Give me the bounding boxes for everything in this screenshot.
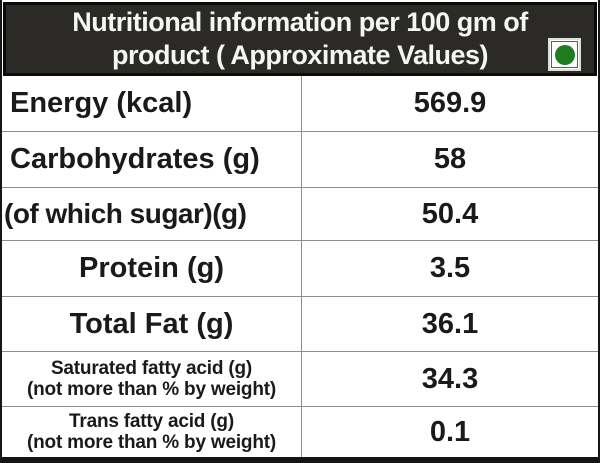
- row-value: 36.1: [421, 307, 479, 340]
- table-row: Total Fat (g) 36.1: [2, 297, 598, 352]
- veg-mark-square: [551, 41, 578, 68]
- row-label-text: Trans fatty acid (g): [69, 411, 234, 432]
- row-label-text: Saturated fatty acid (g): [50, 358, 253, 379]
- veg-green-dot-icon: [554, 44, 575, 65]
- row-label-text: (of which sugar)(g): [4, 198, 247, 230]
- row-value: 50.4: [421, 197, 479, 230]
- row-value: 0.1: [429, 415, 471, 448]
- row-value: 34.3: [421, 362, 479, 395]
- row-label: Trans fatty acid (g) (not more than % by …: [2, 407, 302, 457]
- row-label-subtext: (not more than % by weight): [27, 432, 276, 453]
- row-label: Saturated fatty acid (g) (not more than %…: [2, 352, 302, 406]
- row-label: Protein (g): [2, 241, 302, 296]
- table-row: (of which sugar)(g) 50.4: [2, 188, 598, 241]
- row-value: 58: [433, 143, 467, 175]
- table-row: Saturated fatty acid (g) (not more than %…: [2, 352, 598, 407]
- row-value: 569.9: [413, 87, 487, 119]
- header-title-line2: product ( Approximate Values): [111, 40, 489, 70]
- veg-mark-icon: [548, 38, 581, 71]
- table-row: Energy (kcal) 569.9: [2, 76, 598, 132]
- row-label-text: Energy (kcal): [10, 87, 193, 120]
- row-label-text: Total Fat (g): [69, 307, 234, 340]
- row-label-text: Protein (g): [79, 252, 224, 285]
- table-row: Protein (g) 3.5: [2, 241, 598, 297]
- row-label: Energy (kcal): [2, 76, 302, 131]
- row-label: (of which sugar)(g): [2, 188, 302, 240]
- table-row: Trans fatty acid (g) (not more than % by …: [2, 407, 598, 457]
- row-label: Total Fat (g): [2, 297, 302, 351]
- header: Nutritional information per 100 gm of pr…: [3, 2, 597, 76]
- table-row: Carbohydrates (g) 58: [2, 132, 598, 188]
- row-label-text: Carbohydrates (g): [10, 143, 260, 176]
- header-title: Nutritional information per 100 gm of pr…: [6, 6, 594, 72]
- row-value: 3.5: [429, 252, 471, 284]
- header-title-line1: Nutritional information per 100 gm of: [72, 7, 528, 37]
- row-label-subtext: (not more than % by weight): [27, 379, 276, 400]
- row-label: Carbohydrates (g): [2, 132, 302, 187]
- nutrition-table: Energy (kcal) 569.9 Carbohydrates (g) 58 (of…: [2, 76, 598, 457]
